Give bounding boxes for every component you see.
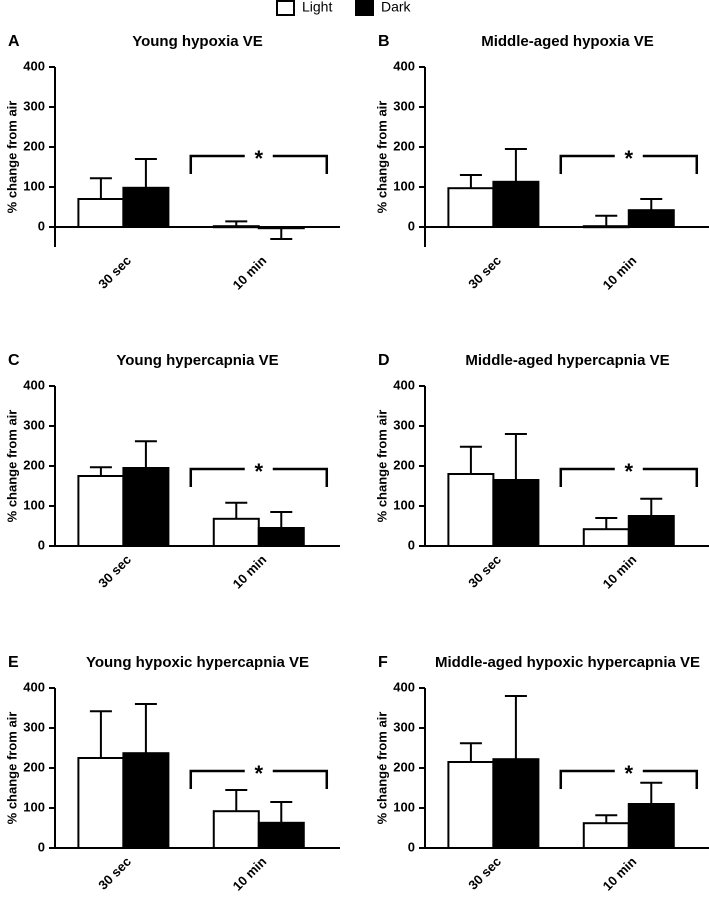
bar [212,810,260,850]
x-tick-label: 30 sec [465,854,504,893]
panel-title: Young hypercapnia VE [116,352,278,369]
panel-title: Middle-aged hypoxia VE [481,33,654,50]
y-tick-label: 300 [23,417,45,432]
bar [122,186,170,229]
y-tick-label: 0 [408,218,415,233]
y-tick-label: 200 [23,759,45,774]
x-tick-label: 10 min [600,854,640,894]
x-tick-label: 30 sec [465,253,504,292]
y-tick-label: 0 [408,537,415,552]
significance-mark: * [254,146,263,171]
bar [582,528,630,548]
y-tick-label: 0 [38,839,45,854]
bar [212,517,260,547]
panel-title: Middle-aged hypoxic hypercapnia VE [435,654,700,671]
legend-swatch [355,0,374,16]
y-tick-label: 100 [393,497,415,512]
significance-mark: * [254,459,263,484]
panel-title: Young hypoxic hypercapnia VE [86,654,309,671]
y-tick-label: 400 [393,679,415,694]
x-tick-label: 30 sec [465,552,504,591]
y-tick-label: 100 [23,799,45,814]
panel-letter: D [378,352,390,369]
bar [627,803,675,849]
bar [122,467,170,547]
y-tick-label: 400 [393,377,415,392]
bar [77,198,125,228]
y-tick-label: 200 [23,457,45,472]
y-tick-label: 400 [393,58,415,73]
y-tick-label: 100 [23,178,45,193]
panel-letter: E [8,654,19,671]
significance-mark: * [624,146,633,171]
y-axis-label: % change from air [4,101,19,214]
y-axis-label: % change from air [374,410,389,523]
y-tick-label: 400 [23,58,45,73]
significance-bracket [189,769,329,789]
y-tick-label: 100 [393,178,415,193]
bar [77,475,125,547]
y-axis-label: % change from air [4,712,19,825]
panel-letter: B [378,33,390,50]
panel-title: Young hypoxia VE [132,33,263,50]
significance-mark: * [624,761,633,786]
x-tick-label: 10 min [600,253,640,293]
bar [492,479,540,547]
y-tick-label: 200 [393,457,415,472]
y-tick-label: 400 [23,377,45,392]
y-tick-label: 100 [23,497,45,512]
bar [447,473,495,547]
panel-letter: F [378,654,388,671]
y-tick-label: 0 [38,537,45,552]
legend-label: Light [302,0,332,15]
y-tick-label: 200 [393,759,415,774]
bar [492,758,540,850]
bar [257,821,305,849]
x-tick-label: 30 sec [95,854,134,893]
significance-bracket [559,769,699,789]
x-tick-label: 10 min [230,854,270,894]
significance-bracket [559,154,699,174]
y-tick-label: 0 [38,218,45,233]
y-axis-label: % change from air [374,101,389,214]
y-tick-label: 200 [393,138,415,153]
bar [122,752,170,850]
bar [492,180,540,229]
panel-letter: C [8,352,20,369]
bar [627,515,675,547]
y-tick-label: 300 [393,98,415,113]
panel-letter: A [8,33,20,50]
y-tick-label: 200 [23,138,45,153]
x-tick-label: 30 sec [95,253,134,292]
bar [257,527,305,547]
significance-bracket [559,467,699,487]
legend-swatch [276,0,295,16]
x-tick-label: 10 min [230,552,270,592]
y-tick-label: 400 [23,679,45,694]
y-axis-label: % change from air [4,410,19,523]
y-tick-label: 100 [393,799,415,814]
x-tick-label: 10 min [230,253,270,293]
panel-title: Middle-aged hypercapnia VE [465,352,669,369]
bar [447,761,495,849]
y-tick-label: 300 [23,719,45,734]
y-tick-label: 300 [23,98,45,113]
significance-mark: * [254,761,263,786]
x-tick-label: 30 sec [95,552,134,591]
x-tick-label: 10 min [600,552,640,592]
significance-bracket [189,467,329,487]
bar [447,187,495,228]
y-axis-label: % change from air [374,712,389,825]
legend-label: Dark [381,0,412,15]
significance-mark: * [624,459,633,484]
bar [627,209,675,228]
significance-bracket [189,154,329,174]
y-tick-label: 300 [393,719,415,734]
bar [77,757,125,849]
y-tick-label: 300 [393,417,415,432]
y-tick-label: 0 [408,839,415,854]
bar [582,822,630,850]
